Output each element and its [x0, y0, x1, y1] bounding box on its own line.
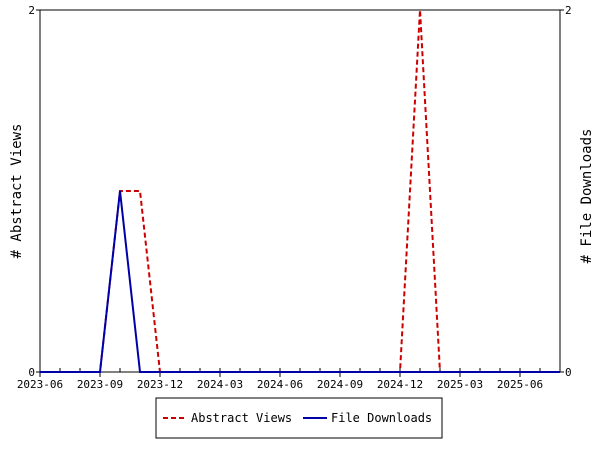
legend: Abstract Views File Downloads [155, 397, 443, 439]
y-left-tick-label: 0 [28, 366, 35, 379]
x-tick-label: 2025-03 [437, 378, 483, 391]
x-tick-label: 2024-06 [257, 378, 303, 391]
x-tick-label: 2025-06 [497, 378, 543, 391]
y-right-tick-label: 2 [565, 4, 572, 17]
x-tick-label: 2024-09 [317, 378, 363, 391]
x-axis: 2023-06 2023-09 2023-12 2024-03 2024-06 2024-… [17, 368, 561, 391]
x-tick-label: 2023-09 [77, 378, 123, 391]
series-line-file-downloads [40, 190, 560, 373]
x-tick-label: 2024-12 [377, 378, 423, 391]
x-tick-label: 2024-03 [197, 378, 243, 391]
x-tick-label: 2023-06 [17, 378, 63, 391]
y-axes: 0 2 0 2 [28, 4, 571, 379]
y-axis-title-left: # Abstract Views [9, 124, 25, 259]
y-right-tick-label: 0 [565, 366, 572, 379]
y-axis-title-right: # File Downloads [579, 129, 595, 264]
legend-label-file-downloads: File Downloads [331, 411, 432, 425]
series-lines [40, 9, 560, 373]
legend-box [155, 397, 443, 439]
x-tick-label: 2023-12 [137, 378, 183, 391]
y-left-tick-label: 2 [28, 4, 35, 17]
legend-label-abstract-views: Abstract Views [191, 411, 292, 425]
plot-area [39, 9, 561, 373]
